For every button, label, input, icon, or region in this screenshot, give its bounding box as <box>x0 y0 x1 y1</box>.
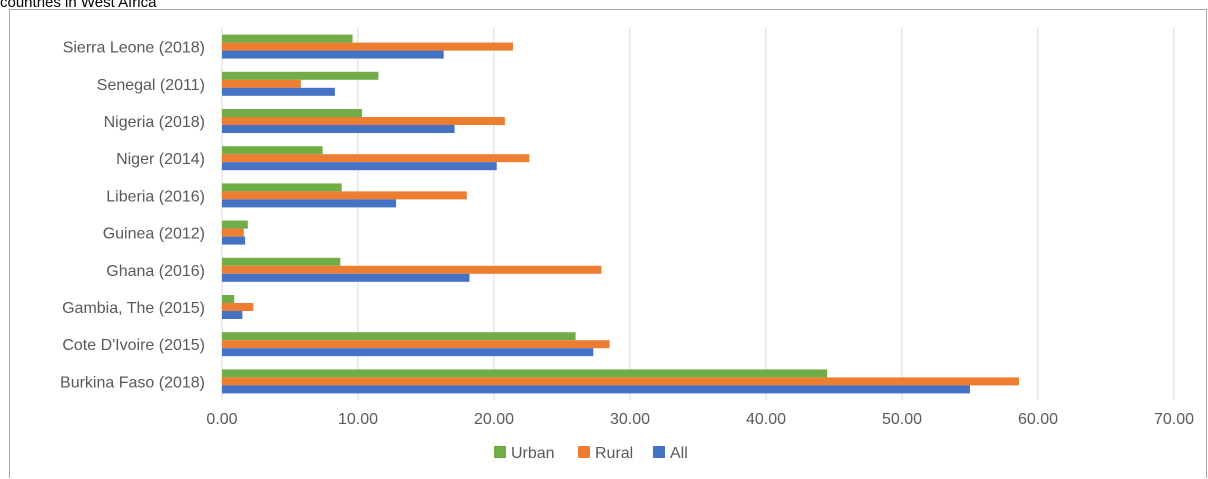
bar-urban <box>222 369 828 378</box>
bar-all <box>222 50 444 59</box>
legend-label: All <box>670 445 688 462</box>
category-label: Cote D'Ivoire (2015) <box>62 337 205 354</box>
bar-rural <box>222 117 505 125</box>
bar-rural <box>222 42 514 51</box>
category-label: Sierra Leone (2018) <box>63 40 205 57</box>
x-tick-label: 20.00 <box>474 411 514 428</box>
bar-rural <box>222 79 301 88</box>
bar-all <box>222 125 455 133</box>
category-label: Ghana (2016) <box>106 263 205 280</box>
x-tick-label: 50.00 <box>882 411 922 428</box>
category-label: Burkina Faso (2018) <box>60 374 205 391</box>
bar-urban <box>222 183 342 192</box>
chart-title-fragment: countries in West Africa <box>0 0 157 11</box>
bar-urban <box>222 146 323 155</box>
bar-rural <box>222 303 254 311</box>
category-label: Liberia (2016) <box>106 188 205 205</box>
bar-rural <box>222 377 1019 386</box>
category-label: Nigeria (2018) <box>104 114 205 131</box>
category-label: Senegal (2011) <box>97 77 205 94</box>
category-label: Niger (2014) <box>116 151 205 168</box>
legend-swatch-rural <box>578 446 590 458</box>
legend-swatch-urban <box>494 446 506 458</box>
legend-swatch-all <box>653 446 665 458</box>
bar-rural <box>222 228 244 237</box>
bar-urban <box>222 71 379 80</box>
category-label: Guinea (2012) <box>103 226 205 243</box>
bar-all <box>222 311 243 319</box>
bar-all <box>222 199 397 208</box>
x-tick-label: 30.00 <box>610 411 650 428</box>
bar-rural <box>222 191 467 200</box>
bar-rural <box>222 340 610 349</box>
bar-urban <box>222 220 248 229</box>
bar-all <box>222 87 335 96</box>
chart-frame <box>9 9 1207 478</box>
legend-label: Rural <box>595 445 633 462</box>
bar-urban <box>222 109 363 117</box>
bar-urban <box>222 295 235 303</box>
bar-urban <box>222 257 341 266</box>
x-tick-label: 40.00 <box>746 411 786 428</box>
bar-rural <box>222 154 530 163</box>
bar-all <box>222 236 246 245</box>
bar-all <box>222 273 470 282</box>
bar-urban <box>222 332 576 341</box>
x-tick-label: 0.00 <box>206 411 237 428</box>
bar-all <box>222 385 970 394</box>
legend-label: Urban <box>511 445 555 462</box>
x-tick-label: 70.00 <box>1154 411 1194 428</box>
bar-all <box>222 348 594 357</box>
x-tick-label: 60.00 <box>1018 411 1058 428</box>
bar-rural <box>222 265 602 274</box>
category-label: Gambia, The (2015) <box>62 300 205 317</box>
bar-all <box>222 162 497 171</box>
x-tick-label: 10.00 <box>338 411 378 428</box>
bar-urban <box>222 34 353 43</box>
